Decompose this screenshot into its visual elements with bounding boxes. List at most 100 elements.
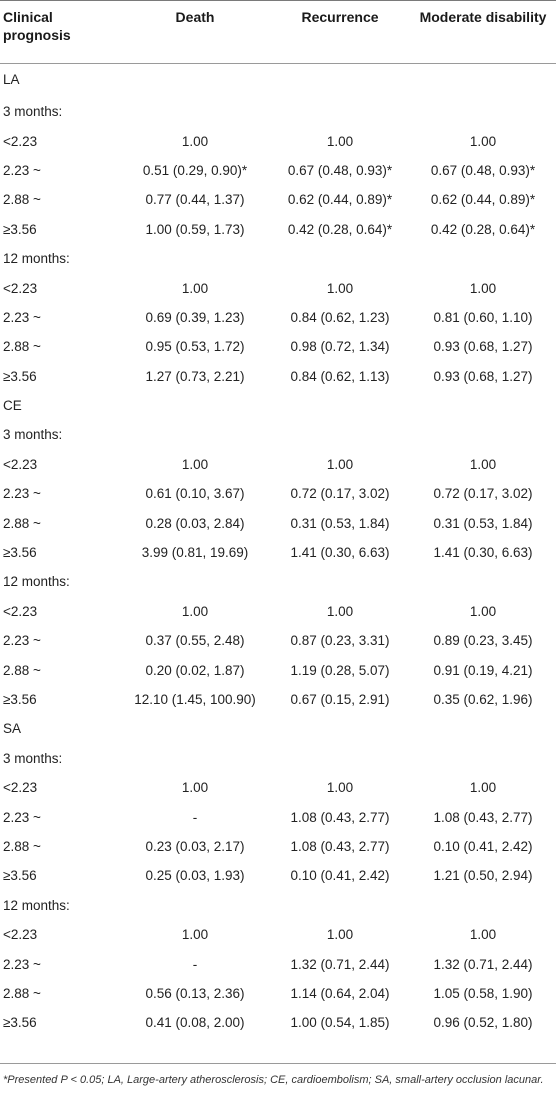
death-cell: 0.77 (0.44, 1.37) (145, 192, 245, 208)
death-cell: - (192, 809, 198, 825)
death-cell: 0.51 (0.29, 0.90)* (142, 162, 248, 178)
recurrence-cell: 0.62 (0.44, 0.89)* (287, 192, 393, 208)
table-row: ≥3.56 12.10 (1.45, 100.90) 0.67 (0.15, 2.9… (0, 685, 556, 714)
recurrence-cell: 0.84 (0.62, 1.23) (290, 309, 390, 325)
table-row: 2.23 ~ 0.69 (0.39, 1.23) 0.84 (0.62, 1.23)… (0, 303, 556, 332)
disability-cell: 0.89 (0.23, 3.45) (433, 633, 533, 649)
period-row: 12 months: (0, 244, 556, 273)
disability-cell: 1.32 (0.71, 2.44) (433, 956, 533, 972)
row-label: 2.23 ~ (3, 956, 41, 972)
death-cell: 1.00 (0.59, 1.73) (145, 221, 245, 237)
recurrence-cell: 0.10 (0.41, 2.42) (290, 868, 390, 884)
disability-cell: 0.67 (0.48, 0.93)* (430, 162, 536, 178)
death-cell: 1.27 (0.73, 2.21) (145, 368, 245, 384)
section-row: LA (0, 62, 556, 97)
recurrence-cell: 1.00 (0.54, 1.85) (290, 1015, 390, 1031)
disability-cell: 1.00 (469, 780, 497, 796)
recurrence-cell: 0.84 (0.62, 1.13) (290, 368, 390, 384)
section-row: CE (0, 391, 556, 420)
disability-cell: 1.00 (469, 133, 497, 149)
section-label: CE (3, 398, 22, 414)
death-cell: 12.10 (1.45, 100.90) (134, 692, 256, 707)
table-row: 2.88 ~ 0.23 (0.03, 2.17) 1.08 (0.43, 2.77)… (0, 832, 556, 861)
recurrence-cell: 0.67 (0.15, 2.91) (290, 692, 390, 707)
section-label: LA (3, 72, 20, 87)
table-row: <2.23 1.00 1.00 1.00 (0, 450, 556, 479)
disability-cell: 1.00 (469, 603, 497, 619)
period-row: 12 months: (0, 891, 556, 920)
table-row: 2.23 ~ - 1.08 (0.43, 2.77) 1.08 (0.43, 2.77… (0, 802, 556, 831)
recurrence-cell: 1.00 (326, 780, 354, 796)
disability-cell: 0.96 (0.52, 1.80) (433, 1015, 533, 1031)
recurrence-cell: 1.32 (0.71, 2.44) (290, 956, 390, 972)
death-cell: 1.00 (181, 927, 209, 943)
section-label: SA (3, 721, 22, 737)
disability-cell: 0.10 (0.41, 2.42) (433, 838, 533, 854)
disability-cell: 1.05 (0.58, 1.90) (433, 985, 533, 1001)
recurrence-cell: 0.31 (0.53, 1.84) (290, 515, 390, 531)
table-row: 2.88 ~ 0.77 (0.44, 1.37) 0.62 (0.44, 0.89)… (0, 185, 556, 214)
death-cell: 0.56 (0.13, 2.36) (145, 985, 245, 1001)
period-row: 3 months: (0, 744, 556, 773)
period-row: 3 months: (0, 97, 556, 126)
period-label: 3 months: (3, 104, 63, 120)
disability-cell: 0.91 (0.19, 4.21) (433, 662, 533, 678)
row-label: 2.23 ~ (3, 486, 41, 502)
prognosis-table: Clinical prognosis Death Recurrence Mode… (0, 8, 556, 1038)
period-label: 12 months: (3, 251, 70, 267)
table-row: 2.88 ~ 0.20 (0.02, 1.87) 1.19 (0.28, 5.07)… (0, 655, 556, 684)
table-row: 2.88 ~ 0.28 (0.03, 2.84) 0.31 (0.53, 1.84)… (0, 508, 556, 537)
recurrence-cell: 1.14 (0.64, 2.04) (290, 985, 390, 1001)
death-cell: 0.20 (0.02, 1.87) (145, 662, 245, 678)
table-row: ≥3.56 3.99 (0.81, 19.69) 1.41 (0.30, 6.63)… (0, 538, 556, 567)
death-cell: 3.99 (0.81, 19.69) (141, 545, 249, 561)
row-label: ≥3.56 (3, 692, 37, 707)
table-row: ≥3.56 0.25 (0.03, 1.93) 0.10 (0.41, 2.42) 1… (0, 861, 556, 890)
death-cell: 0.95 (0.53, 1.72) (145, 339, 245, 355)
death-cell: 0.28 (0.03, 2.84) (145, 515, 245, 531)
disability-cell: 1.00 (469, 280, 497, 296)
table-row: 2.23 ~ 0.51 (0.29, 0.90)* 0.67 (0.48, 0.93… (0, 156, 556, 185)
row-label: 2.23 ~ (3, 162, 41, 178)
recurrence-cell: 1.00 (326, 927, 354, 943)
table-row: <2.23 1.00 1.00 1.00 (0, 597, 556, 626)
row-label: 2.23 ~ (3, 809, 41, 825)
table-row: ≥3.56 0.41 (0.08, 2.00) 1.00 (0.54, 1.85) 0… (0, 1008, 556, 1037)
row-label: 2.88 ~ (3, 838, 41, 854)
header-clinical-prognosis: Clinical prognosis (3, 9, 71, 43)
disability-cell: 0.35 (0.62, 1.96) (433, 692, 533, 707)
table-row: 2.23 ~ 0.37 (0.55, 2.48) 0.87 (0.23, 3.31)… (0, 626, 556, 655)
recurrence-cell: 0.67 (0.48, 0.93)* (287, 162, 393, 178)
disability-cell: 0.81 (0.60, 1.10) (433, 309, 533, 325)
recurrence-cell: 1.00 (326, 603, 354, 619)
table-row: ≥3.56 1.27 (0.73, 2.21) 0.84 (0.62, 1.13) 0… (0, 362, 556, 391)
row-label: 2.23 ~ (3, 309, 41, 325)
table-header-rule (0, 63, 556, 64)
disability-cell: 0.72 (0.17, 3.02) (433, 486, 533, 502)
recurrence-cell: 1.08 (0.43, 2.77) (290, 809, 390, 825)
row-label: <2.23 (3, 780, 38, 796)
row-label: <2.23 (3, 603, 38, 619)
disability-cell: 0.62 (0.44, 0.89)* (430, 192, 536, 208)
row-label: 2.88 ~ (3, 662, 41, 678)
disability-cell: 0.93 (0.68, 1.27) (433, 368, 533, 384)
disability-cell: 1.00 (469, 456, 497, 472)
period-label: 12 months: (3, 897, 70, 913)
recurrence-cell: 1.41 (0.30, 6.63) (290, 545, 390, 561)
death-cell: - (192, 956, 198, 972)
table-row: 2.88 ~ 0.56 (0.13, 2.36) 1.14 (0.64, 2.04)… (0, 979, 556, 1008)
death-cell: 1.00 (181, 456, 209, 472)
row-label: ≥3.56 (3, 1015, 37, 1031)
death-cell: 0.23 (0.03, 2.17) (145, 838, 245, 854)
row-label: <2.23 (3, 133, 38, 149)
death-cell: 0.25 (0.03, 1.93) (145, 868, 245, 884)
recurrence-cell: 1.00 (326, 456, 354, 472)
disability-cell: 0.42 (0.28, 0.64)* (430, 221, 536, 237)
disability-cell: 1.21 (0.50, 2.94) (433, 868, 533, 884)
table-row: 2.23 ~ 0.61 (0.10, 3.67) 0.72 (0.17, 3.02)… (0, 479, 556, 508)
recurrence-cell: 0.87 (0.23, 3.31) (290, 633, 390, 649)
recurrence-cell: 0.72 (0.17, 3.02) (290, 486, 390, 502)
row-label: ≥3.56 (3, 368, 37, 384)
table-footnote: *Presented P < 0.05; LA, Large-artery at… (3, 1074, 544, 1086)
